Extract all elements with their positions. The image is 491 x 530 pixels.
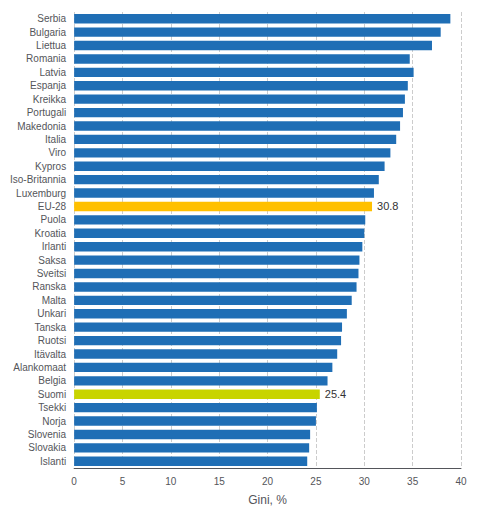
svg-text:35: 35 (407, 476, 419, 487)
svg-text:15: 15 (214, 476, 226, 487)
svg-text:Espanja: Espanja (30, 80, 67, 91)
svg-text:Malta: Malta (42, 295, 67, 306)
svg-text:Latvia: Latvia (39, 67, 66, 78)
svg-text:Viro: Viro (49, 147, 67, 158)
svg-text:Slovenia: Slovenia (28, 429, 67, 440)
svg-text:EU-28: EU-28 (38, 201, 67, 212)
svg-text:30: 30 (359, 476, 371, 487)
svg-text:Sveitsi: Sveitsi (37, 268, 66, 279)
svg-text:Suomi: Suomi (38, 389, 66, 400)
svg-text:Ruotsi: Ruotsi (38, 335, 66, 346)
svg-text:Portugali: Portugali (27, 107, 66, 118)
svg-text:Iso-Britannia: Iso-Britannia (10, 174, 67, 185)
svg-text:40: 40 (455, 476, 467, 487)
svg-text:25: 25 (310, 476, 322, 487)
svg-text:Kreikka: Kreikka (33, 94, 67, 105)
svg-text:20: 20 (262, 476, 274, 487)
svg-text:0: 0 (71, 476, 77, 487)
svg-text:10: 10 (165, 476, 177, 487)
svg-text:Irlanti: Irlanti (42, 241, 66, 252)
svg-text:Liettua: Liettua (36, 40, 66, 51)
svg-text:Tanska: Tanska (34, 322, 66, 333)
svg-text:Ranska: Ranska (32, 281, 66, 292)
svg-text:Italia: Italia (45, 134, 67, 145)
svg-text:Serbia: Serbia (37, 13, 66, 24)
svg-text:Gini, %: Gini, % (248, 493, 287, 507)
svg-text:Itävalta: Itävalta (34, 349, 67, 360)
svg-text:Puola: Puola (41, 214, 67, 225)
svg-text:Romania: Romania (26, 53, 66, 64)
svg-text:Saksa: Saksa (38, 255, 66, 266)
svg-text:Kypros: Kypros (35, 161, 66, 172)
svg-text:Belgia: Belgia (38, 375, 66, 386)
svg-text:5: 5 (120, 476, 126, 487)
svg-text:Makedonia: Makedonia (17, 121, 66, 132)
svg-text:Kroatia: Kroatia (34, 228, 66, 239)
svg-text:Islanti: Islanti (40, 456, 66, 467)
svg-text:25.4: 25.4 (325, 388, 346, 400)
svg-text:Tsekki: Tsekki (38, 402, 66, 413)
svg-text:Luxemburg: Luxemburg (16, 188, 66, 199)
svg-text:Norja: Norja (42, 416, 66, 427)
svg-text:Alankomaat: Alankomaat (13, 362, 66, 373)
svg-text:Bulgaria: Bulgaria (29, 27, 66, 38)
svg-text:30.8: 30.8 (377, 200, 398, 212)
svg-text:Slovakia: Slovakia (28, 442, 66, 453)
svg-text:Unkari: Unkari (37, 308, 66, 319)
